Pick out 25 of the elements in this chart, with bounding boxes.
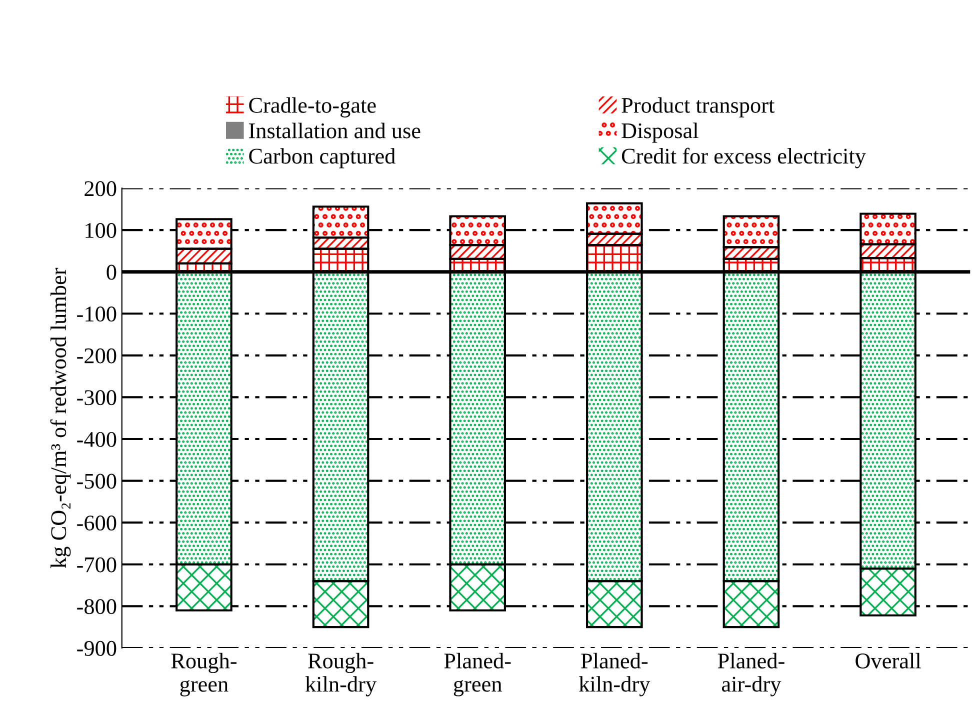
y-tick-label: -200 — [77, 348, 116, 364]
x-tick-label: Rough- kiln-dry — [305, 652, 376, 696]
y-tick-label: -600 — [77, 516, 116, 531]
x-tick-label: Planed- air-dry — [718, 652, 784, 696]
y-tick-label: 0 — [106, 264, 116, 280]
y-tick-label: 200 — [84, 181, 116, 196]
y-tick-label: 100 — [86, 222, 116, 238]
y-tick-label: -700 — [77, 557, 116, 572]
legend-label: Credit for excess electricity — [622, 148, 866, 168]
x-tick-label: Planed- kiln-dry — [579, 652, 650, 696]
legend-label: Installation and use — [249, 122, 420, 138]
y-tick-label: -900 — [77, 640, 116, 656]
y-tick-label: -100 — [77, 306, 116, 322]
x-tick-label: Rough- green — [171, 652, 236, 696]
y-tick-label: -300 — [77, 390, 116, 406]
legend-label: Product transport — [622, 97, 775, 118]
y-axis-title: kg CO₂-eq/m³ of redwood lumber — [50, 268, 71, 568]
legend-label: Disposal — [622, 122, 698, 143]
x-tick-label: Planed- green — [444, 652, 511, 696]
y-tick-label: -800 — [77, 599, 116, 614]
y-tick-label: -400 — [77, 432, 116, 447]
x-tick-label: Overall — [856, 652, 921, 668]
legend-label: Cradle-to-gate — [249, 97, 376, 118]
legend-label: Carbon captured — [249, 148, 396, 168]
y-tick-label: -500 — [77, 474, 116, 489]
